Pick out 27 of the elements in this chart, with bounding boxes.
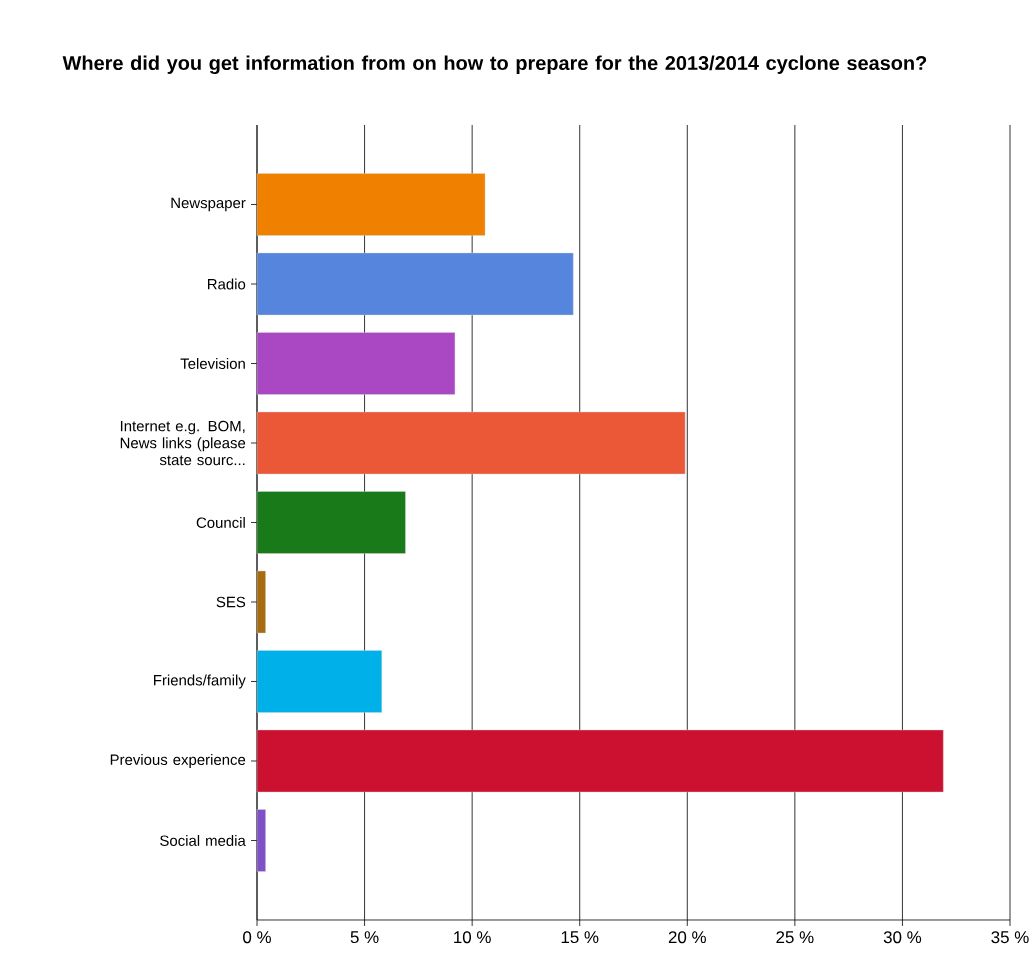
bar	[256, 173, 486, 236]
y-tick-label: Internet e.g. BOM, News links (please state sourc...	[120, 420, 246, 466]
x-tick-label: 20 %	[668, 931, 706, 944]
y-tick-label: Previous experience	[110, 754, 246, 768]
chart-title: Where did you get information from on how to prepare for the 2013/2014 cyclone season?	[62, 55, 927, 75]
bar	[256, 650, 382, 713]
bar	[256, 809, 266, 872]
y-tick-label: Radio	[208, 278, 246, 290]
y-tick-label: Friends/family	[154, 674, 246, 689]
x-tick-label: 30 %	[883, 931, 922, 944]
y-tick-label: Television	[180, 358, 245, 369]
bar	[256, 252, 574, 316]
bar	[256, 491, 406, 554]
x-tick-label: 25 %	[776, 931, 814, 944]
x-tick-label: 10 %	[454, 931, 491, 944]
y-tick-label: Newspaper	[171, 197, 246, 212]
bar	[256, 729, 944, 793]
y-tick-label: Social media	[160, 835, 246, 846]
y-tick-label: SES	[216, 596, 246, 608]
x-tick-label: 15 %	[561, 931, 599, 944]
y-tick-label: Council	[196, 517, 245, 528]
bar	[256, 332, 456, 395]
x-tick-label: 0 %	[243, 931, 271, 944]
x-tick-label: 35 %	[991, 931, 1029, 944]
x-tick-label: 5 %	[350, 931, 379, 944]
bar	[256, 570, 266, 634]
bar	[256, 411, 686, 475]
